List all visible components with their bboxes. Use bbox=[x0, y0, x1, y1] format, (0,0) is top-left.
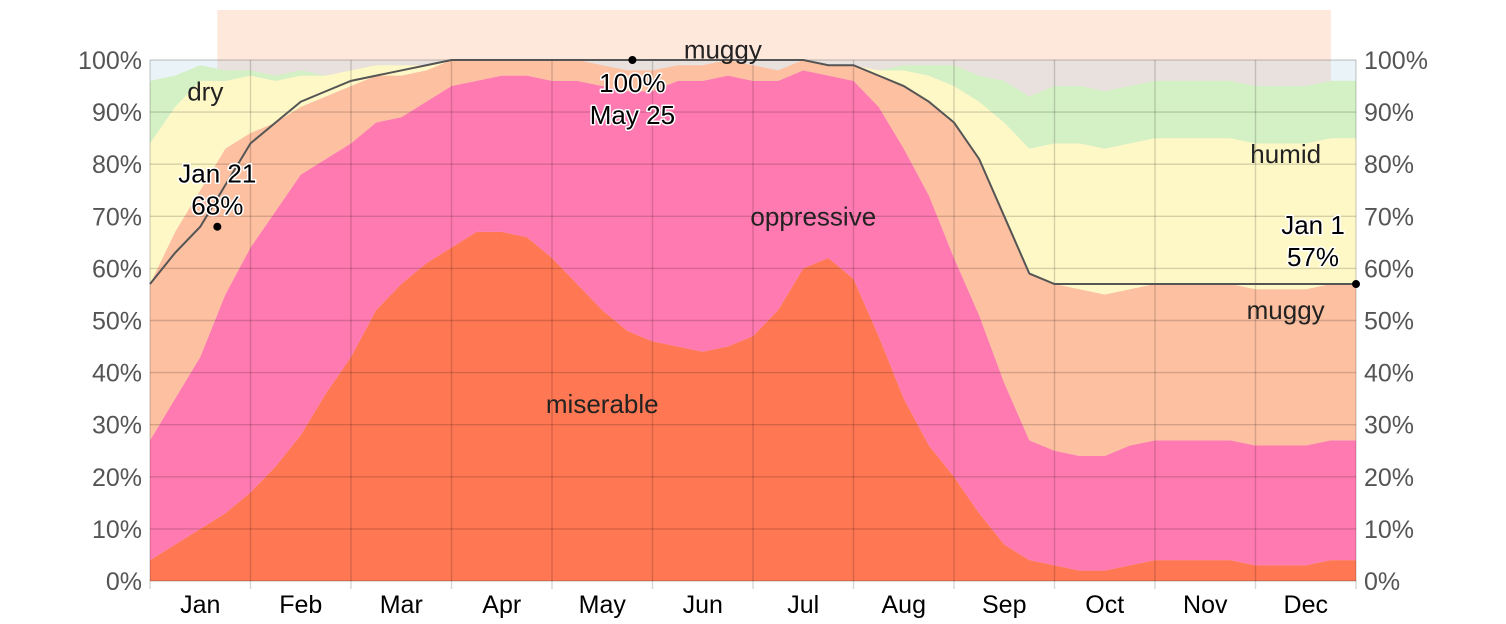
y-tick-label-left: 100% bbox=[78, 47, 142, 75]
y-tick-label-right: 80% bbox=[1364, 151, 1414, 179]
annotation-label: Jan 1 bbox=[1281, 210, 1345, 240]
x-tick-label-month: Nov bbox=[1183, 591, 1228, 619]
annotation-label: 100% bbox=[599, 68, 666, 98]
x-tick-label-month: Jul bbox=[787, 591, 819, 619]
x-tick-label-month: Aug bbox=[882, 591, 926, 619]
x-tick-label-month: May bbox=[579, 591, 627, 619]
y-tick-label-left: 0% bbox=[106, 568, 142, 596]
y-tick-label-left: 40% bbox=[92, 360, 142, 388]
x-tick-label-month: Mar bbox=[380, 591, 423, 619]
band-label-humid: humid bbox=[1250, 139, 1321, 169]
y-tick-label-right: 20% bbox=[1364, 464, 1414, 492]
area-band-humid bbox=[150, 60, 1356, 295]
area-band-muggy bbox=[150, 60, 1356, 456]
annotation-label: May 25 bbox=[590, 100, 675, 130]
y-tick-label-right: 50% bbox=[1364, 308, 1414, 336]
annotation-label: Jan 21 bbox=[178, 159, 256, 189]
band-labels-layer: muggy dry humid oppressive muggy miserable bbox=[187, 35, 1324, 419]
y-tick-label-left: 60% bbox=[92, 255, 142, 283]
y-tick-label-left: 30% bbox=[92, 412, 142, 440]
x-tick-label-month: Feb bbox=[279, 591, 322, 619]
y-tick-label-right: 40% bbox=[1364, 360, 1414, 388]
y-tick-label-left: 80% bbox=[92, 151, 142, 179]
total-muggy-line bbox=[149, 59, 1356, 286]
y-tick-label-right: 70% bbox=[1364, 203, 1414, 231]
annotation-point bbox=[628, 56, 637, 64]
y-tick-label-right: 0% bbox=[1364, 568, 1400, 596]
band-label-muggy: muggy bbox=[1247, 295, 1325, 325]
y-tick-label-left: 90% bbox=[92, 99, 142, 127]
band-label-dry: dry bbox=[187, 76, 223, 106]
y-tick-label-left: 10% bbox=[92, 516, 142, 544]
x-tick-label-month: Jun bbox=[683, 591, 723, 619]
x-tick-label-month: Oct bbox=[1085, 591, 1124, 619]
tick-labels-layer: 0% 0% 10% 10% 20% 20% 30% 30% 40% 40% 50% 50% 60% 60%… bbox=[78, 47, 1428, 619]
x-tick-label-month: Sep bbox=[982, 591, 1026, 619]
gridlines-layer bbox=[149, 59, 1357, 589]
y-tick-label-left: 50% bbox=[92, 308, 142, 336]
x-tick-label-month: Apr bbox=[482, 591, 521, 619]
y-tick-label-right: 100% bbox=[1364, 47, 1428, 75]
y-tick-label-right: 60% bbox=[1364, 255, 1414, 283]
area-bands-layer bbox=[150, 60, 1356, 581]
band-label-miserable: miserable bbox=[546, 389, 659, 419]
y-tick-label-left: 20% bbox=[92, 464, 142, 492]
y-tick-label-right: 30% bbox=[1364, 412, 1414, 440]
annotation-label: 68% bbox=[191, 191, 243, 221]
band-label-oppressive: oppressive bbox=[750, 201, 876, 231]
total-line-layer bbox=[149, 59, 1356, 286]
y-tick-label-left: 70% bbox=[92, 203, 142, 231]
area-band-miserable bbox=[150, 231, 1356, 581]
band-label-muggy: muggy bbox=[684, 35, 762, 65]
y-tick-label-right: 90% bbox=[1364, 99, 1414, 127]
annotation-point bbox=[1352, 280, 1360, 289]
x-tick-label-month: Dec bbox=[1284, 591, 1328, 619]
annotation-label: 57% bbox=[1287, 242, 1339, 272]
annotation-point bbox=[213, 222, 222, 231]
area-band-oppressive bbox=[150, 70, 1356, 571]
y-tick-label-right: 10% bbox=[1364, 516, 1414, 544]
x-tick-label-month: Jan bbox=[180, 591, 220, 619]
area-band-dry bbox=[150, 60, 1356, 149]
